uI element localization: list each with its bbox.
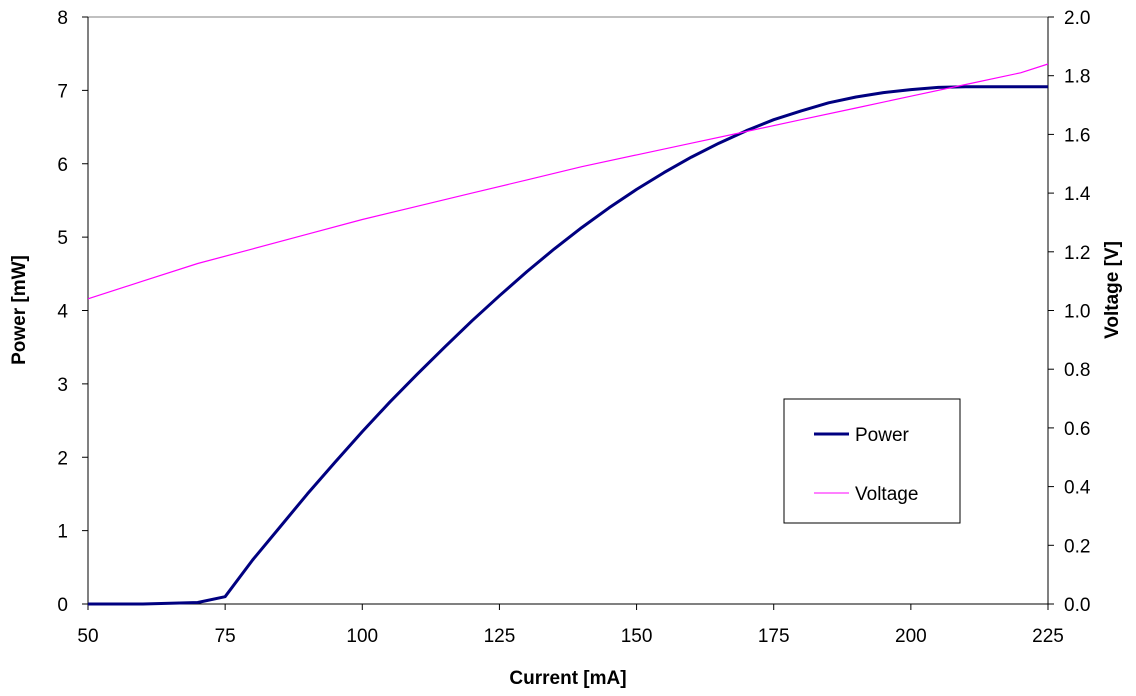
y-tick-label: 4 bbox=[57, 302, 68, 323]
legend-label-voltage: Voltage bbox=[855, 484, 918, 505]
series-line-power bbox=[88, 85, 1048, 606]
x-tick-label: 75 bbox=[215, 626, 236, 647]
y-tick-label: 7 bbox=[57, 81, 68, 102]
y2-tick-label: 1.8 bbox=[1064, 67, 1090, 88]
y2-axis-title: Voltage [V] bbox=[1102, 241, 1123, 339]
y2-tick-label: 2.0 bbox=[1064, 8, 1090, 29]
y-tick-label: 2 bbox=[57, 448, 68, 469]
x-axis-title: Current [mA] bbox=[509, 668, 626, 689]
x-tick-label: 225 bbox=[1032, 626, 1064, 647]
y-tick-label: 5 bbox=[57, 228, 68, 249]
y2-tick-label: 0.2 bbox=[1064, 536, 1090, 557]
legend-box bbox=[783, 398, 961, 524]
x-tick-label: 100 bbox=[346, 626, 378, 647]
y2-tick-label: 0.0 bbox=[1064, 595, 1090, 616]
y2-tick-label: 0.8 bbox=[1064, 360, 1090, 381]
y-tick-label: 0 bbox=[57, 595, 68, 616]
y2-tick-label: 1.6 bbox=[1064, 125, 1090, 146]
x-tick-label: 200 bbox=[895, 626, 927, 647]
x-tick-label: 175 bbox=[758, 626, 790, 647]
y2-tick-label: 1.0 bbox=[1064, 302, 1090, 323]
y-tick-label: 1 bbox=[57, 522, 68, 543]
y2-tick-label: 0.4 bbox=[1064, 478, 1091, 499]
y-tick-label: 8 bbox=[57, 8, 68, 29]
x-tick-label: 150 bbox=[621, 626, 653, 647]
legend-label-power: Power bbox=[855, 425, 910, 446]
x-tick-label: 125 bbox=[484, 626, 516, 647]
y2-tick-label: 0.6 bbox=[1064, 419, 1090, 440]
legend: Power Voltage bbox=[783, 398, 961, 524]
y2-tick-label: 1.2 bbox=[1064, 243, 1090, 264]
axes: 50 75 100 125 150 175 200 225 0 1 2 3 4 5 6 7 8 0.0 0.2 0.4… bbox=[57, 8, 1090, 647]
series-line-voltage bbox=[87, 63, 1049, 300]
y-tick-label: 6 bbox=[57, 155, 68, 176]
series-layer bbox=[87, 63, 1049, 606]
y2-tick-label: 1.4 bbox=[1064, 184, 1091, 205]
y-axis-title: Power [mW] bbox=[9, 255, 30, 365]
y-tick-label: 3 bbox=[57, 375, 68, 396]
x-tick-label: 50 bbox=[77, 626, 98, 647]
